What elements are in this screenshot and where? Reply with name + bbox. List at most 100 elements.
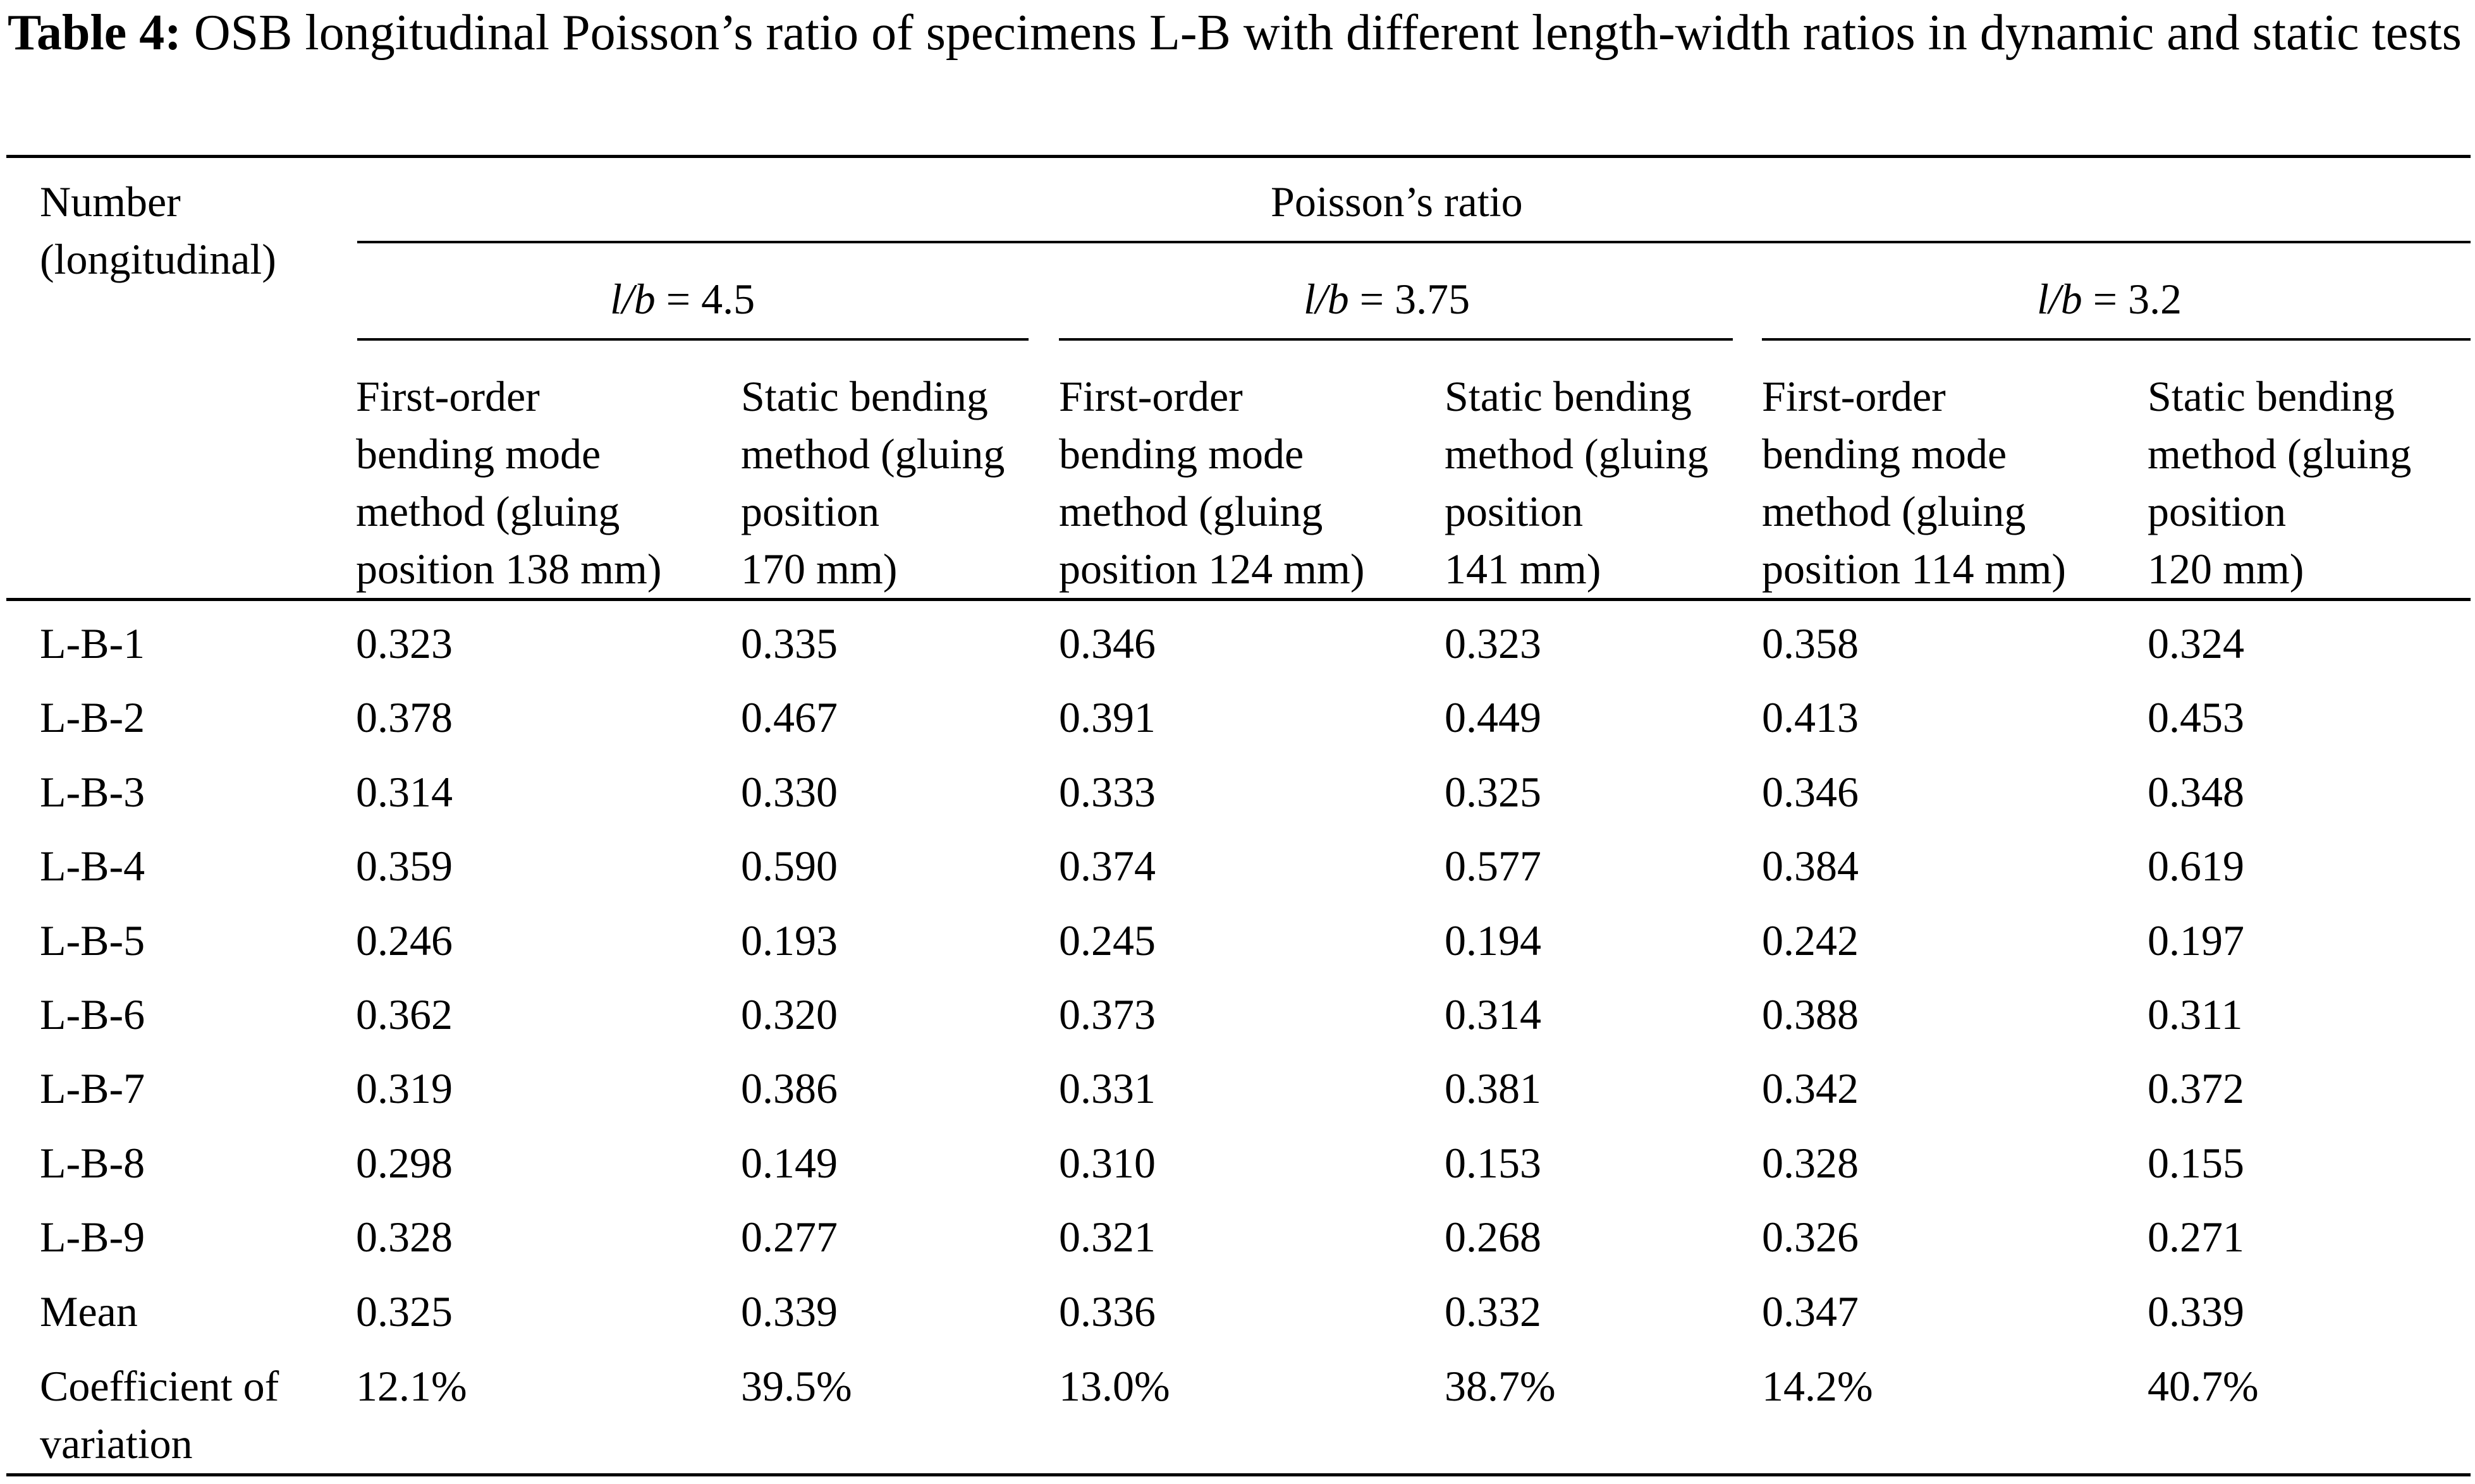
method-6-line-3: position (2148, 487, 2287, 535)
method-5-line-4: position 114 mm) (1762, 545, 2067, 593)
table-cell: 0.358 (1762, 619, 1859, 667)
row-label: L-B-1 (40, 619, 145, 667)
row-label: L-B-6 (40, 990, 145, 1038)
table-cell: 0.342 (1762, 1064, 1859, 1112)
top-rule (6, 155, 2471, 158)
method-5-line-2: bending mode (1762, 430, 2007, 478)
table-cell: 0.332 (1445, 1287, 1541, 1335)
table-cell: 0.277 (741, 1213, 838, 1261)
table-cell: 0.193 (741, 916, 838, 964)
method-4-line-1: Static bending (1445, 372, 1692, 420)
cv-value: 14.2% (1762, 1362, 1873, 1410)
table-cell: 0.346 (1059, 619, 1156, 667)
table-cell: 0.330 (741, 768, 838, 816)
table-cell: 0.328 (1762, 1139, 1859, 1187)
table-cell: 0.325 (1445, 768, 1541, 816)
ratio-var-2: l/b (1304, 275, 1349, 323)
table-cell: 0.335 (741, 619, 838, 667)
table-cell: 0.149 (741, 1139, 838, 1187)
table-cell: 0.242 (1762, 916, 1859, 964)
table-cell: 0.319 (356, 1064, 453, 1112)
method-6-line-1: Static bending (2148, 372, 2395, 420)
row-header-line-1: Number (40, 178, 181, 226)
ratio-value-3: = 3.2 (2082, 275, 2182, 323)
row-label: Mean (40, 1287, 138, 1335)
table-cell: 0.153 (1445, 1139, 1541, 1187)
table-cell: 0.373 (1059, 990, 1156, 1038)
method-4-line-4: 141 mm) (1445, 545, 1601, 593)
method-1-line-4: position 138 mm) (356, 545, 662, 593)
cv-value: 38.7% (1445, 1362, 1556, 1410)
ratio-value-1: = 4.5 (655, 275, 755, 323)
table-cell: 0.619 (2148, 842, 2244, 890)
ratio-rule-1 (357, 338, 1029, 341)
method-5-line-3: method (gluing (1762, 487, 2026, 535)
table-cell: 0.314 (1445, 990, 1541, 1038)
table-cell: 0.339 (741, 1287, 838, 1335)
cv-label-line-2: variation (40, 1420, 193, 1468)
table-cell: 0.453 (2148, 693, 2244, 741)
table-cell: 0.384 (1762, 842, 1859, 890)
cv-value: 39.5% (741, 1362, 852, 1410)
table-cell: 0.310 (1059, 1139, 1156, 1187)
table-cell: 0.331 (1059, 1064, 1156, 1112)
table-cell: 0.378 (356, 693, 453, 741)
method-1-line-1: First-order (356, 372, 540, 420)
ratio-value-2: = 3.75 (1348, 275, 1470, 323)
table-cell: 0.388 (1762, 990, 1859, 1038)
method-3-line-1: First-order (1059, 372, 1243, 420)
method-3-line-3: method (gluing (1059, 487, 1323, 535)
method-3-line-4: position 124 mm) (1059, 545, 1365, 593)
row-label: L-B-5 (40, 916, 145, 964)
table-cell: 0.323 (356, 619, 453, 667)
row-label: L-B-2 (40, 693, 145, 741)
method-4-line-3: position (1445, 487, 1584, 535)
table-cell: 0.413 (1762, 693, 1859, 741)
table-cell: 0.381 (1445, 1064, 1541, 1112)
table-cell: 0.323 (1445, 619, 1541, 667)
table-cell: 0.328 (356, 1213, 453, 1261)
method-6-line-4: 120 mm) (2148, 545, 2304, 593)
table-cell: 0.320 (741, 990, 838, 1038)
method-5-line-1: First-order (1762, 372, 1946, 420)
cv-value: 13.0% (1059, 1362, 1170, 1410)
row-label: L-B-3 (40, 768, 145, 816)
table-cell: 0.271 (2148, 1213, 2244, 1261)
cv-label-line-1: Coefficient of (40, 1362, 279, 1410)
ratio-var-1: l/b (610, 275, 656, 323)
table-caption: Table 4: OSB longitudinal Poisson’s rati… (8, 5, 2467, 61)
ratio-rule-3 (1762, 338, 2471, 341)
table-cell: 0.577 (1445, 842, 1541, 890)
table-cell: 0.339 (2148, 1287, 2244, 1335)
table-cell: 0.268 (1445, 1213, 1541, 1261)
method-2-line-4: 170 mm) (741, 545, 898, 593)
table-cell: 0.590 (741, 842, 838, 890)
row-label: L-B-9 (40, 1213, 145, 1261)
group-rule (357, 241, 2471, 243)
table-cell: 0.325 (356, 1287, 453, 1335)
table-cell: 0.326 (1762, 1213, 1859, 1261)
table-cell: 0.194 (1445, 916, 1541, 964)
method-1-line-3: method (gluing (356, 487, 620, 535)
caption-label: Table 4: (8, 5, 181, 61)
table-cell: 0.372 (2148, 1064, 2244, 1112)
method-1-line-2: bending mode (356, 430, 601, 478)
method-2-line-1: Static bending (741, 372, 988, 420)
table-cell: 0.246 (356, 916, 453, 964)
method-3-line-2: bending mode (1059, 430, 1304, 478)
ratio-rule-2 (1059, 338, 1733, 341)
header-bottom-rule (6, 598, 2471, 601)
row-header-line-2: (longitudinal) (40, 235, 276, 283)
table-cell: 0.391 (1059, 693, 1156, 741)
table-cell: 0.467 (741, 693, 838, 741)
method-2-line-3: position (741, 487, 880, 535)
ratio-header-3: l/b = 3.2 (2037, 271, 2182, 328)
ratio-header-2: l/b = 3.75 (1304, 271, 1470, 328)
table-cell: 0.155 (2148, 1139, 2244, 1187)
table-cell: 0.362 (356, 990, 453, 1038)
cv-value: 12.1% (356, 1362, 467, 1410)
table-cell: 0.333 (1059, 768, 1156, 816)
table-cell: 0.311 (2148, 990, 2243, 1038)
group-header: Poisson’s ratio (1271, 178, 1523, 226)
